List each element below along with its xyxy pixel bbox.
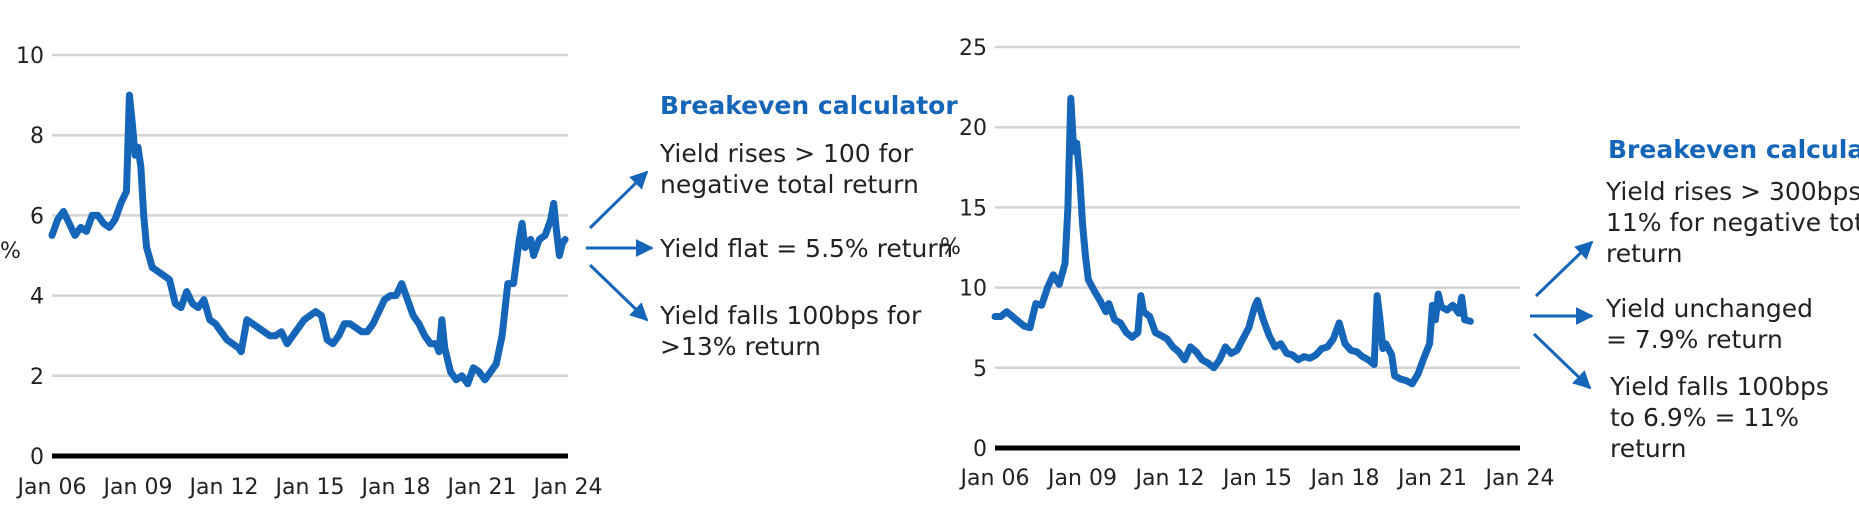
chart-1-y-unit: % — [0, 239, 21, 264]
chart-1-x-tick-label: Jan 15 — [274, 475, 345, 500]
chart-2-x-tick-label: Jan 06 — [959, 466, 1030, 491]
chart-2-series-line — [991, 94, 1474, 388]
calculator-1: Breakeven calculator Yield rises > 100 f… — [586, 91, 958, 361]
chart-1-y-tick-label: 2 — [30, 365, 44, 390]
chart-2-y-tick-label: 0 — [973, 437, 987, 462]
chart-2-x-tick-label: Jan 18 — [1309, 466, 1380, 491]
chart-1-x-tick-label: Jan 09 — [102, 475, 173, 500]
chart-1-y-tick-label: 4 — [30, 285, 44, 310]
chart-1-series-line — [48, 91, 569, 388]
calculator-1-scenario-flat: Yield flat = 5.5% return — [659, 234, 953, 263]
chart-1-x-tick-label: Jan 24 — [532, 475, 603, 500]
chart-2-y-tick-label: 25 — [959, 36, 987, 61]
chart-1-y-tick-label: 10 — [16, 44, 44, 69]
calculator-2-scenario-down: Yield falls 100bps to 6.9% = 11% return — [1609, 372, 1837, 463]
chart-2: 0 5 10 15 20 25 Jan 06 Jan 09 Jan 12 Jan 15 Jan 1… — [940, 36, 1554, 491]
calculator-2-arrow-down-icon — [1532, 332, 1592, 390]
chart-2-x-tick-label: Jan 15 — [1221, 466, 1292, 491]
calculator-2: Breakeven calculator Yield rises > 300bp… — [1530, 135, 1859, 463]
chart-1-x-tick-label: Jan 18 — [360, 475, 431, 500]
chart-1: 0 2 4 6 8 10 Jan 06 Jan 09 Jan 12 Jan 15 Jan 18 Ja… — [0, 44, 602, 500]
chart-2-y-tick-label: 5 — [973, 357, 987, 382]
calculator-1-title: Breakeven calculator — [660, 91, 958, 120]
calculator-1-scenario-up: Yield rises > 100 for negative total ret… — [659, 139, 921, 199]
calculator-1-arrow-up-icon — [588, 170, 649, 230]
calculator-1-arrow-down-icon — [588, 263, 649, 322]
chart-1-x-tick-label: Jan 21 — [446, 475, 517, 500]
calculator-2-scenario-up: Yield rises > 300bps to 11% for negative… — [1605, 177, 1859, 268]
chart-2-x-tick-label: Jan 12 — [1134, 466, 1205, 491]
chart-1-y-tick-label: 0 — [30, 445, 44, 470]
calculator-2-arrow-up-icon — [1534, 240, 1594, 298]
chart-1-x-tick-label: Jan 06 — [16, 475, 87, 500]
chart-2-y-tick-label: 10 — [959, 277, 987, 302]
chart-2-x-tick-label: Jan 21 — [1396, 466, 1467, 491]
chart-2-y-tick-label: 15 — [959, 196, 987, 221]
calculator-1-scenario-down: Yield falls 100bps for >13% return — [659, 301, 929, 361]
chart-1-x-tick-label: Jan 12 — [188, 475, 259, 500]
chart-2-x-tick-label: Jan 09 — [1046, 466, 1117, 491]
chart-2-y-unit: % — [940, 235, 961, 260]
chart-2-y-tick-label: 20 — [959, 116, 987, 141]
chart-2-x-tick-label: Jan 24 — [1484, 466, 1555, 491]
calculator-2-title: Breakeven calculator — [1608, 135, 1859, 164]
chart-1-y-tick-label: 8 — [30, 124, 44, 149]
calculator-2-scenario-flat: Yield unchanged = 7.9% return — [1605, 294, 1821, 354]
chart-1-y-tick-label: 6 — [30, 204, 44, 229]
